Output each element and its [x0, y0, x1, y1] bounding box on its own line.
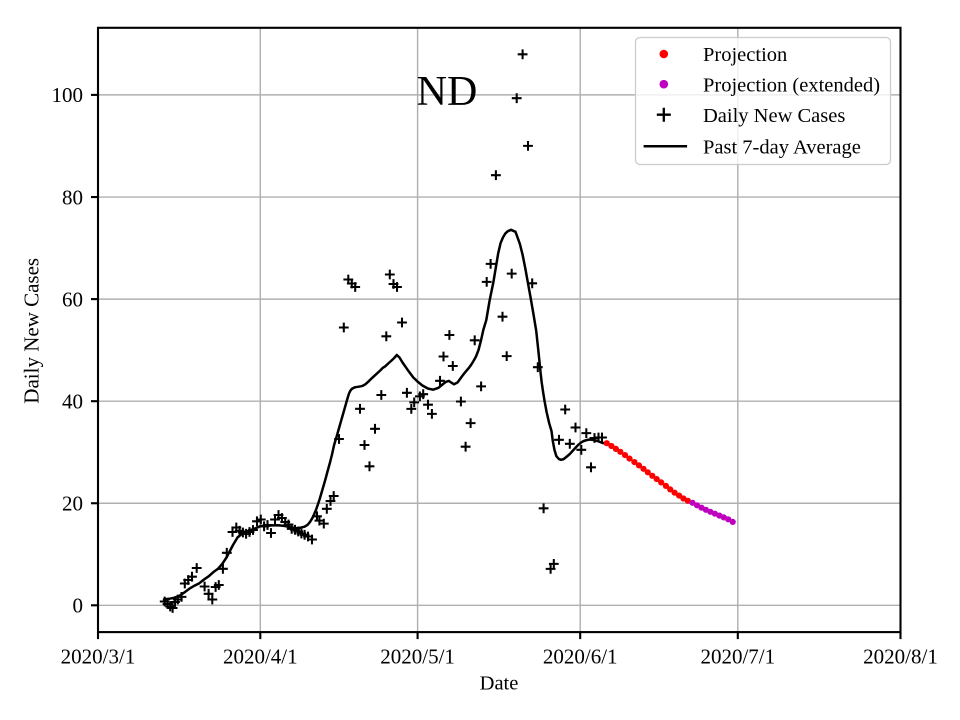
svg-text:2020/3/1: 2020/3/1: [61, 645, 136, 669]
svg-text:Daily New Cases: Daily New Cases: [703, 105, 845, 127]
svg-text:Projection: Projection: [703, 44, 787, 66]
svg-text:2020/4/1: 2020/4/1: [223, 645, 298, 669]
svg-text:Projection (extended): Projection (extended): [703, 74, 880, 96]
svg-text:Daily New Cases: Daily New Cases: [19, 258, 43, 404]
svg-text:2020/8/1: 2020/8/1: [863, 645, 938, 669]
svg-text:60: 60: [62, 287, 83, 311]
svg-text:Past 7-day Average: Past 7-day Average: [703, 136, 861, 158]
svg-text:0: 0: [73, 594, 84, 618]
svg-text:40: 40: [62, 390, 83, 414]
svg-text:2020/5/1: 2020/5/1: [380, 645, 455, 669]
svg-text:ND: ND: [417, 69, 478, 115]
svg-text:2020/7/1: 2020/7/1: [700, 645, 775, 669]
svg-text:Date: Date: [480, 673, 519, 695]
svg-text:80: 80: [62, 185, 83, 209]
svg-text:20: 20: [62, 492, 83, 516]
svg-text:100: 100: [52, 83, 84, 107]
svg-text:2020/6/1: 2020/6/1: [543, 645, 618, 669]
